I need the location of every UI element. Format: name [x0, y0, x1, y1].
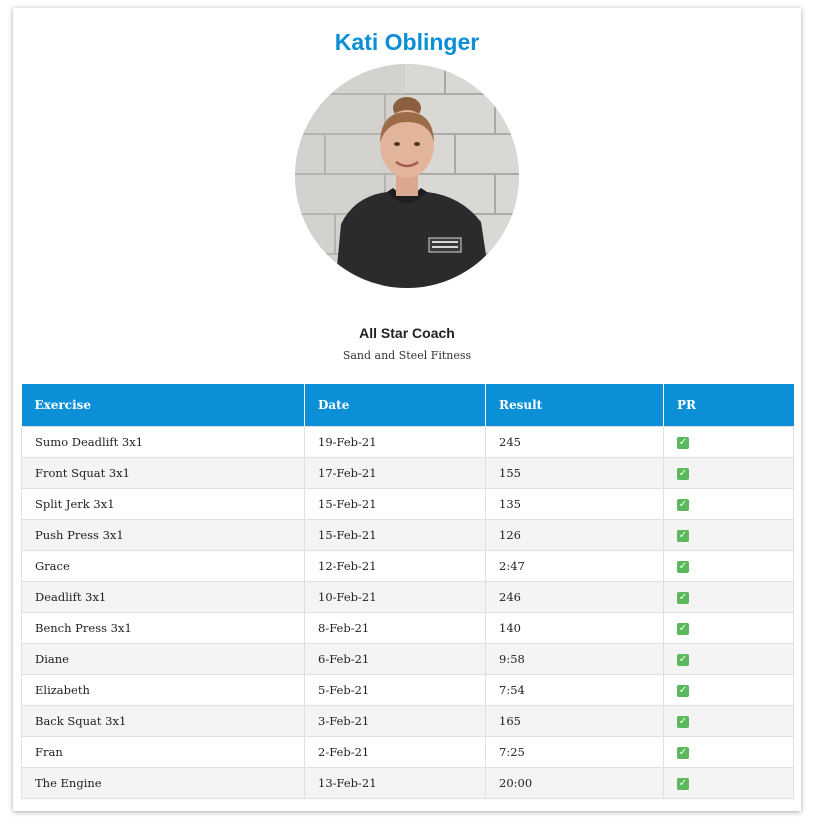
- exercise-cell: Back Squat 3x1: [21, 704, 305, 737]
- pr-cell: ✓: [663, 704, 794, 737]
- pr-cell: ✓: [663, 642, 794, 675]
- table-row: Front Squat 3x1 17-Feb-21 155 ✓: [21, 456, 794, 489]
- checkmark-icon: ✓: [677, 499, 689, 511]
- exercise-cell: The Engine: [21, 766, 305, 799]
- column-header-result: Result: [485, 384, 664, 426]
- result-cell: 9:58: [485, 642, 664, 675]
- checkmark-icon: ✓: [677, 623, 689, 635]
- date-cell: 19-Feb-21: [304, 425, 486, 458]
- checkmark-icon: ✓: [677, 468, 689, 480]
- table-row: Fran 2-Feb-21 7:25 ✓: [21, 735, 794, 768]
- checkmark-icon: ✓: [677, 747, 689, 759]
- date-cell: 8-Feb-21: [304, 611, 486, 644]
- pr-cell: ✓: [663, 611, 794, 644]
- date-cell: 15-Feb-21: [304, 518, 486, 551]
- exercise-cell: Bench Press 3x1: [21, 611, 305, 644]
- pr-cell: ✓: [663, 766, 794, 799]
- checkmark-icon: ✓: [677, 716, 689, 728]
- table-row: Push Press 3x1 15-Feb-21 126 ✓: [21, 518, 794, 551]
- result-cell: 246: [485, 580, 664, 613]
- checkmark-icon: ✓: [677, 592, 689, 604]
- table-row: Split Jerk 3x1 15-Feb-21 135 ✓: [21, 487, 794, 520]
- exercise-cell: Grace: [21, 549, 305, 582]
- result-cell: 20:00: [485, 766, 664, 799]
- date-cell: 12-Feb-21: [304, 549, 486, 582]
- table-row: Diane 6-Feb-21 9:58 ✓: [21, 642, 794, 675]
- coach-title: All Star Coach: [359, 325, 455, 341]
- exercise-cell: Sumo Deadlift 3x1: [21, 425, 305, 458]
- result-cell: 165: [485, 704, 664, 737]
- result-cell: 140: [485, 611, 664, 644]
- table-row: Grace 12-Feb-21 2:47 ✓: [21, 549, 794, 582]
- result-cell: 2:47: [485, 549, 664, 582]
- column-header-exercise: Exercise: [21, 384, 305, 426]
- profile-photo: [295, 64, 519, 288]
- table-row: Elizabeth 5-Feb-21 7:54 ✓: [21, 673, 794, 706]
- table-row: Deadlift 3x1 10-Feb-21 246 ✓: [21, 580, 794, 613]
- pr-cell: ✓: [663, 580, 794, 613]
- profile-card: Kati Oblinger: [13, 8, 801, 811]
- pr-cell: ✓: [663, 735, 794, 768]
- column-header-pr: PR: [663, 384, 794, 426]
- date-cell: 3-Feb-21: [304, 704, 486, 737]
- result-cell: 7:54: [485, 673, 664, 706]
- date-cell: 15-Feb-21: [304, 487, 486, 520]
- date-cell: 2-Feb-21: [304, 735, 486, 768]
- checkmark-icon: ✓: [677, 778, 689, 790]
- date-cell: 13-Feb-21: [304, 766, 486, 799]
- athlete-name: Kati Oblinger: [334, 29, 480, 55]
- checkmark-icon: ✓: [677, 437, 689, 449]
- date-cell: 17-Feb-21: [304, 456, 486, 489]
- pr-cell: ✓: [663, 487, 794, 520]
- exercise-cell: Fran: [21, 735, 305, 768]
- checkmark-icon: ✓: [677, 561, 689, 573]
- date-cell: 5-Feb-21: [304, 673, 486, 706]
- pr-cell: ✓: [663, 425, 794, 458]
- exercise-cell: Deadlift 3x1: [21, 580, 305, 613]
- result-cell: 126: [485, 518, 664, 551]
- checkmark-icon: ✓: [677, 685, 689, 697]
- pr-cell: ✓: [663, 518, 794, 551]
- result-cell: 135: [485, 487, 664, 520]
- table-header-row: Exercise Date Result PR: [21, 384, 794, 426]
- pr-cell: ✓: [663, 456, 794, 489]
- result-cell: 245: [485, 425, 664, 458]
- result-cell: 155: [485, 456, 664, 489]
- pr-cell: ✓: [663, 673, 794, 706]
- checkmark-icon: ✓: [677, 530, 689, 542]
- gym-name: Sand and Steel Fitness: [342, 349, 472, 362]
- exercise-cell: Front Squat 3x1: [21, 456, 305, 489]
- table-row: Bench Press 3x1 8-Feb-21 140 ✓: [21, 611, 794, 644]
- checkmark-icon: ✓: [677, 654, 689, 666]
- results-table: Exercise Date Result PR Sumo Deadlift 3x…: [21, 384, 794, 799]
- exercise-cell: Diane: [21, 642, 305, 675]
- table-row: The Engine 13-Feb-21 20:00 ✓: [21, 766, 794, 799]
- pr-cell: ✓: [663, 549, 794, 582]
- date-cell: 6-Feb-21: [304, 642, 486, 675]
- table-row: Sumo Deadlift 3x1 19-Feb-21 245 ✓: [21, 425, 794, 458]
- table-row: Back Squat 3x1 3-Feb-21 165 ✓: [21, 704, 794, 737]
- exercise-cell: Elizabeth: [21, 673, 305, 706]
- exercise-cell: Push Press 3x1: [21, 518, 305, 551]
- exercise-cell: Split Jerk 3x1: [21, 487, 305, 520]
- date-cell: 10-Feb-21: [304, 580, 486, 613]
- result-cell: 7:25: [485, 735, 664, 768]
- column-header-date: Date: [304, 384, 486, 426]
